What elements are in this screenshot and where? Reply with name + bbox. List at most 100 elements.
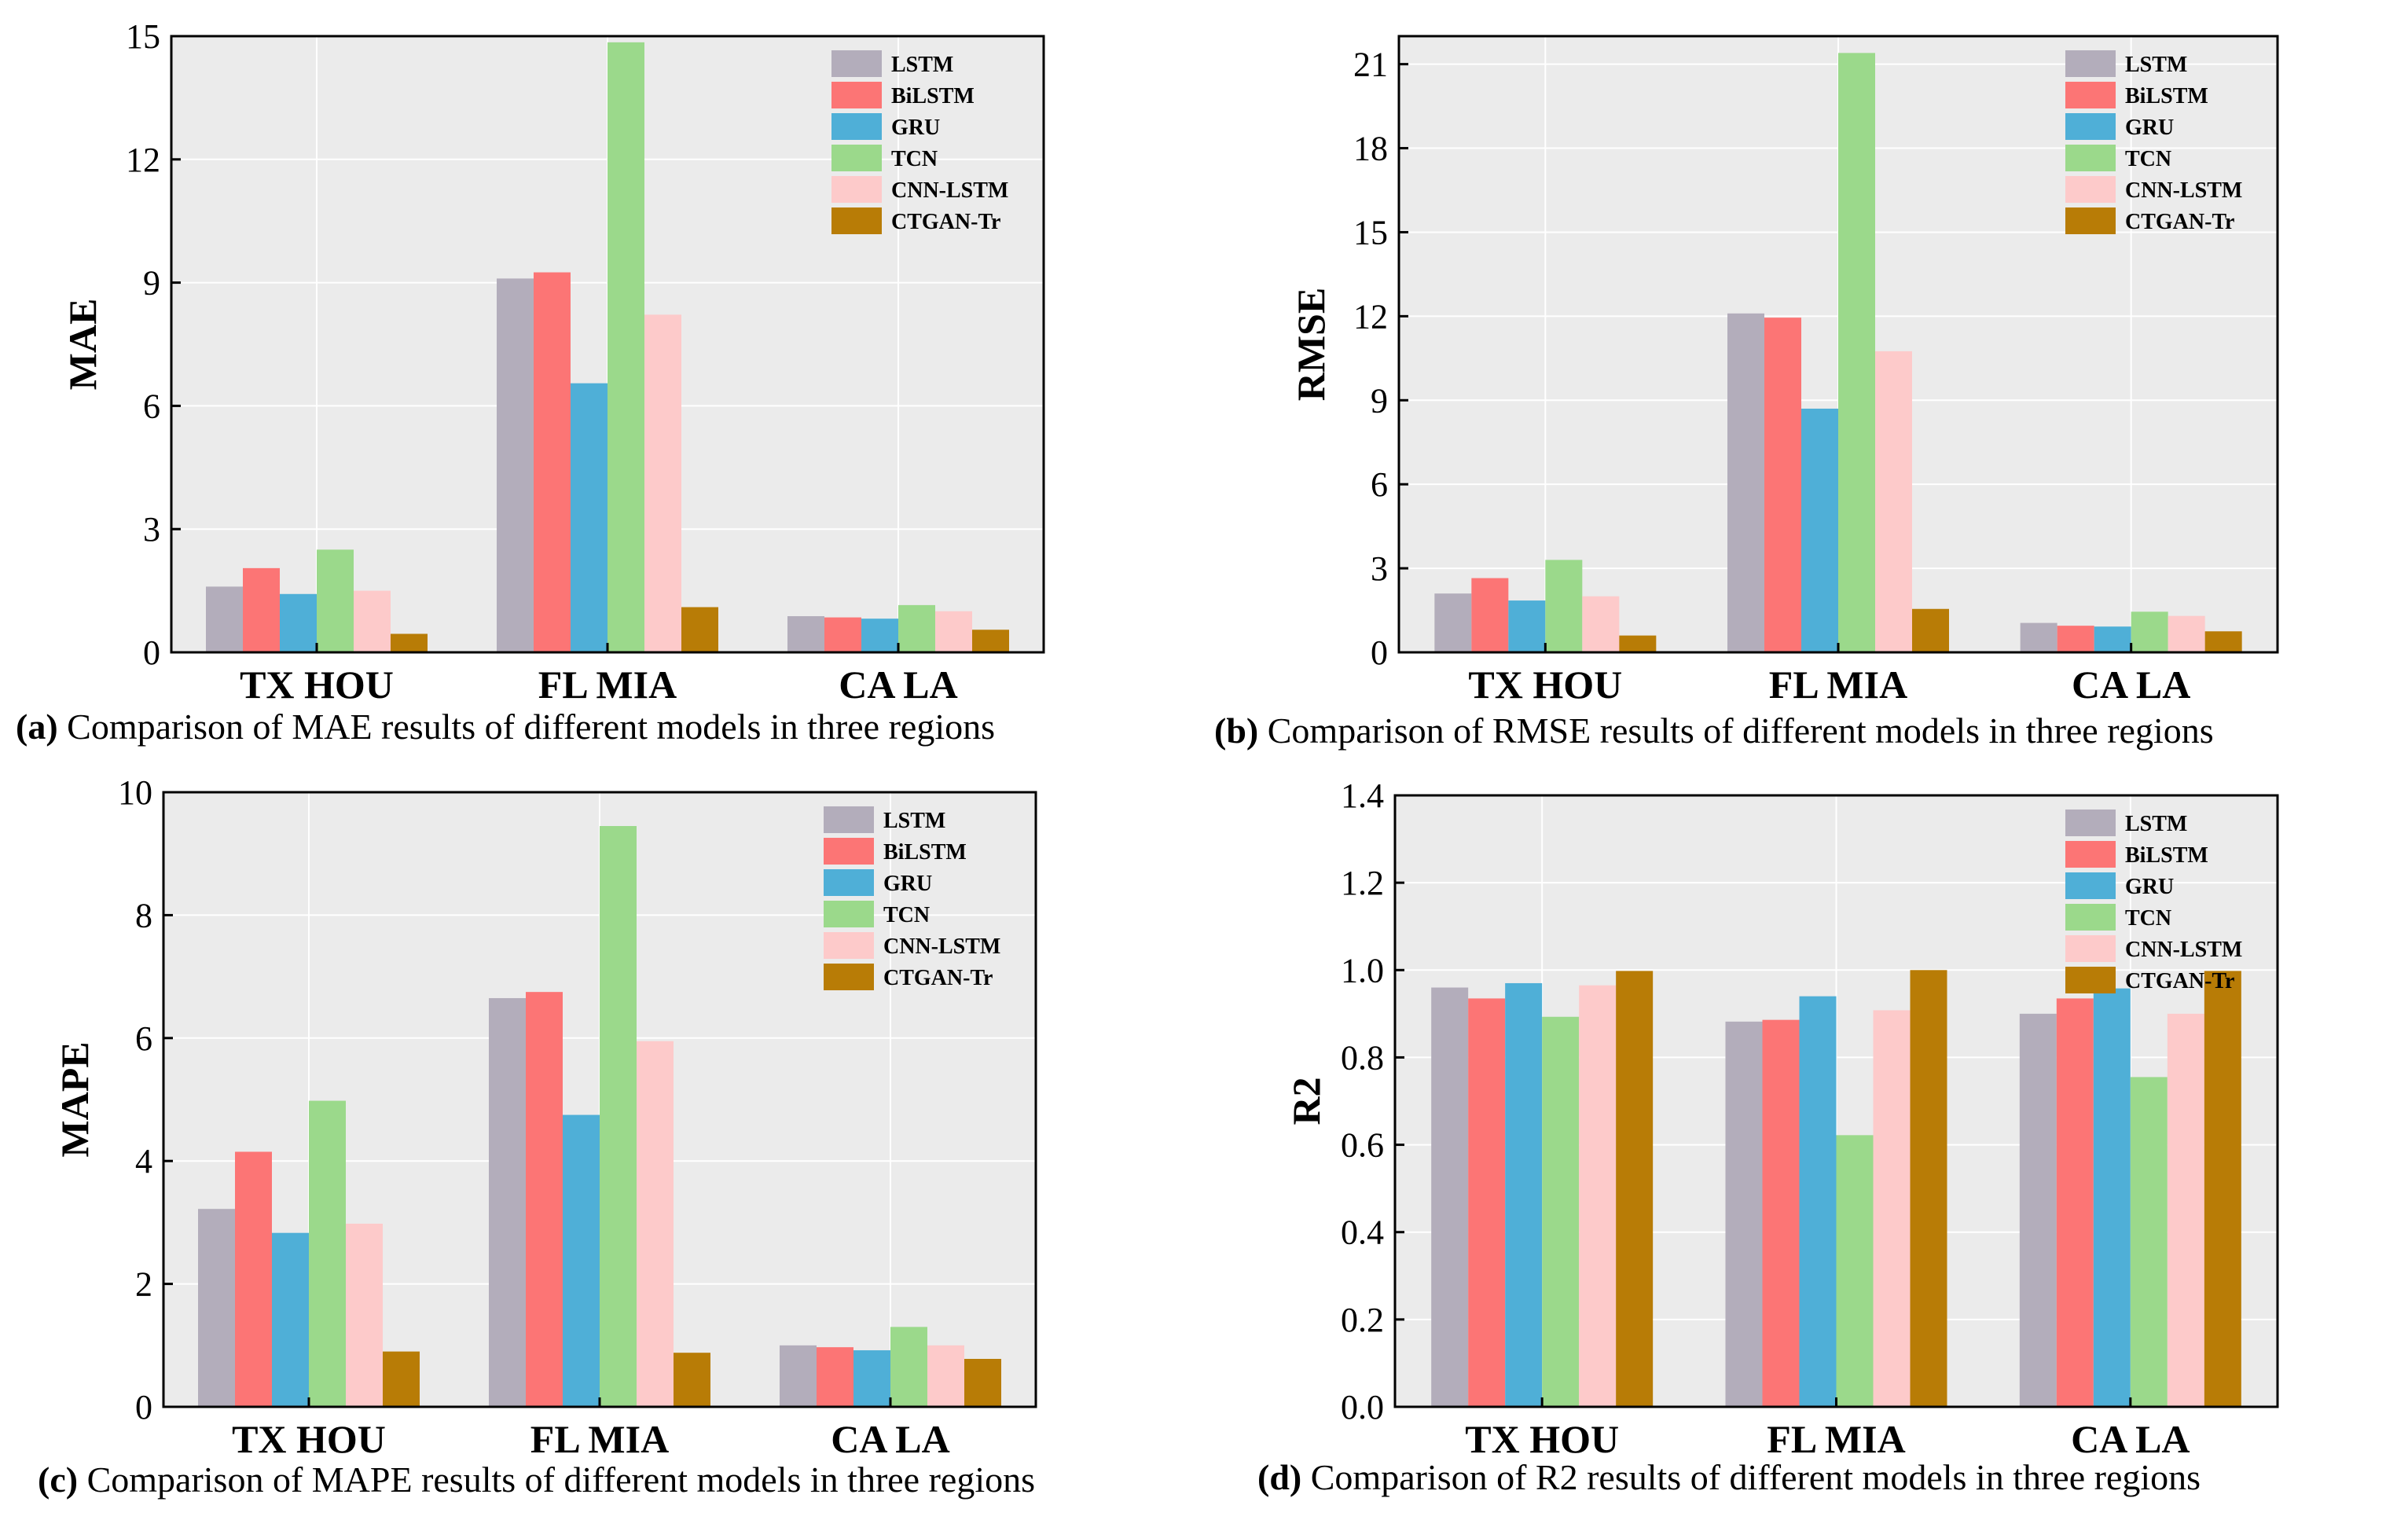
bar-gru-ca-la	[2094, 626, 2131, 652]
bar-lstm-ca-la	[787, 616, 824, 652]
legend-label: CTGAN-Tr	[883, 966, 993, 990]
legend-swatch-tcn	[2065, 904, 2116, 931]
bar-gru-ca-la	[2093, 988, 2131, 1407]
legend-label: CNN-LSTM	[891, 178, 1008, 203]
y-tick-label: 2	[135, 1265, 152, 1304]
bar-cnn-lstm-fl-mia	[1873, 1010, 1911, 1407]
y-tick-label: 1.4	[1341, 777, 1384, 815]
x-tick-label: FL MIA	[530, 1417, 669, 1461]
legend-swatch-bilstm	[2065, 82, 2116, 108]
bar-ctgan-tr-ca-la	[2204, 971, 2241, 1407]
bar-cnn-lstm-tx-hou	[1582, 596, 1620, 652]
y-tick-label: 0.0	[1341, 1388, 1384, 1426]
bar-bilstm-ca-la	[2057, 626, 2094, 652]
y-tick-label: 6	[1371, 465, 1388, 504]
legend-label: TCN	[891, 147, 938, 171]
legend-label: LSTM	[883, 809, 945, 833]
bar-ctgan-tr-ca-la	[2204, 631, 2242, 652]
legend-swatch-lstm	[2065, 810, 2116, 836]
bar-cnn-lstm-tx-hou	[346, 1223, 383, 1407]
bar-cnn-lstm-fl-mia	[644, 314, 681, 652]
legend-swatch-gru	[824, 869, 874, 896]
legend-label: CNN-LSTM	[2125, 938, 2242, 962]
y-tick-label: 9	[143, 264, 160, 303]
bar-bilstm-ca-la	[824, 617, 861, 652]
bar-ctgan-tr-tx-hou	[383, 1351, 420, 1407]
caption: (a) Comparison of MAE results of differe…	[16, 707, 995, 747]
legend-swatch-lstm	[831, 50, 882, 77]
y-tick-label: 1.0	[1341, 951, 1384, 989]
legend-swatch-tcn	[831, 145, 882, 171]
y-tick-label: 0.8	[1341, 1038, 1384, 1077]
x-tick-label: CA LA	[839, 663, 957, 707]
y-axis-label: R2	[1284, 1077, 1328, 1125]
bar-cnn-lstm-ca-la	[2167, 1013, 2204, 1407]
y-tick-label: 12	[126, 141, 160, 179]
y-tick-label: 3	[1371, 549, 1388, 588]
x-tick-label: FL MIA	[1767, 1417, 1905, 1461]
legend-label: BiLSTM	[2125, 843, 2208, 868]
bar-tcn-fl-mia	[608, 42, 644, 652]
bar-bilstm-ca-la	[817, 1347, 853, 1407]
y-tick-label: 6	[143, 387, 160, 425]
legend-label: LSTM	[891, 53, 953, 77]
legend-swatch-gru	[831, 113, 882, 140]
bar-tcn-tx-hou	[317, 549, 354, 652]
x-tick-label: TX HOU	[1468, 663, 1622, 707]
x-tick-label: TX HOU	[232, 1417, 386, 1461]
bar-lstm-tx-hou	[1431, 987, 1469, 1407]
legend-swatch-ctgan-tr	[2065, 967, 2116, 993]
bar-ctgan-tr-fl-mia	[681, 607, 718, 652]
caption-text: Comparison of MAE results of different m…	[58, 707, 995, 747]
y-tick-label: 8	[135, 896, 152, 934]
chart-a: 0 3 6 9 12 15 TX HOU FL MIA CA LA MAE LSTM BiLSTM GR…	[16, 17, 1045, 747]
caption: (d) Comparison of R2 results of differen…	[1257, 1457, 2201, 1497]
y-axis-label: RMSE	[1289, 288, 1333, 401]
caption-label: (b)	[1214, 710, 1258, 751]
y-tick-label: 6	[135, 1019, 152, 1058]
legend-swatch-tcn	[2065, 145, 2116, 171]
legend-label: CNN-LSTM	[883, 934, 1000, 959]
bar-tcn-tx-hou	[1542, 1016, 1580, 1407]
bar-bilstm-tx-hou	[1468, 998, 1506, 1407]
legend-label: CNN-LSTM	[2125, 178, 2242, 203]
y-tick-label: 21	[1353, 46, 1388, 84]
y-axis-label: MAPE	[53, 1041, 97, 1157]
chart-c: 0 2 4 6 8 10 TX HOU FL MIA CA LA MAPE LSTM BiLSTM GR…	[38, 773, 1037, 1500]
y-axis-label: MAE	[61, 299, 105, 391]
y-tick-label: 0.2	[1341, 1301, 1384, 1339]
bar-gru-fl-mia	[1799, 996, 1837, 1407]
bar-tcn-ca-la	[2131, 611, 2168, 652]
bar-bilstm-fl-mia	[1762, 1019, 1800, 1407]
legend-swatch-cnn-lstm	[831, 176, 882, 203]
y-tick-label: 0	[1371, 633, 1388, 672]
bar-tcn-fl-mia	[600, 826, 637, 1407]
y-tick-label: 4	[135, 1142, 152, 1180]
legend-swatch-ctgan-tr	[2065, 207, 2116, 234]
bar-lstm-fl-mia	[1725, 1021, 1763, 1407]
legend: LSTM BiLSTM GRU TCN CNN-LSTM CTGAN-Tr	[831, 50, 1008, 234]
chart-d: 0.0 0.2 0.4 0.6 0.8 1.0 1.2 1.4 TX HOU FL MIA CA L…	[1257, 777, 2279, 1497]
bar-ctgan-tr-ca-la	[964, 1359, 1001, 1407]
bar-ctgan-tr-fl-mia	[1912, 608, 1949, 652]
y-tick-label: 0.4	[1341, 1213, 1384, 1252]
bar-gru-tx-hou	[1508, 600, 1546, 652]
bar-ctgan-tr-fl-mia	[674, 1353, 710, 1407]
bar-gru-ca-la	[861, 619, 898, 652]
y-tick-label: 10	[118, 773, 152, 812]
bar-gru-fl-mia	[571, 383, 608, 652]
legend-label: TCN	[883, 903, 930, 927]
bar-gru-tx-hou	[1505, 982, 1543, 1407]
bar-ctgan-tr-tx-hou	[1619, 635, 1657, 652]
bar-tcn-tx-hou	[309, 1100, 346, 1407]
legend: LSTM BiLSTM GRU TCN CNN-LSTM CTGAN-Tr	[824, 806, 1000, 990]
legend-label: GRU	[2125, 875, 2174, 899]
caption: (b) Comparison of RMSE results of differ…	[1214, 710, 2214, 751]
bar-bilstm-tx-hou	[1471, 578, 1509, 652]
legend-swatch-bilstm	[2065, 841, 2116, 868]
bar-bilstm-fl-mia	[534, 272, 571, 652]
x-tick-label: FL MIA	[538, 663, 677, 707]
bar-tcn-ca-la	[898, 604, 935, 652]
caption-text: Comparison of MAPE results of different …	[78, 1459, 1035, 1500]
bar-gru-tx-hou	[272, 1232, 309, 1407]
